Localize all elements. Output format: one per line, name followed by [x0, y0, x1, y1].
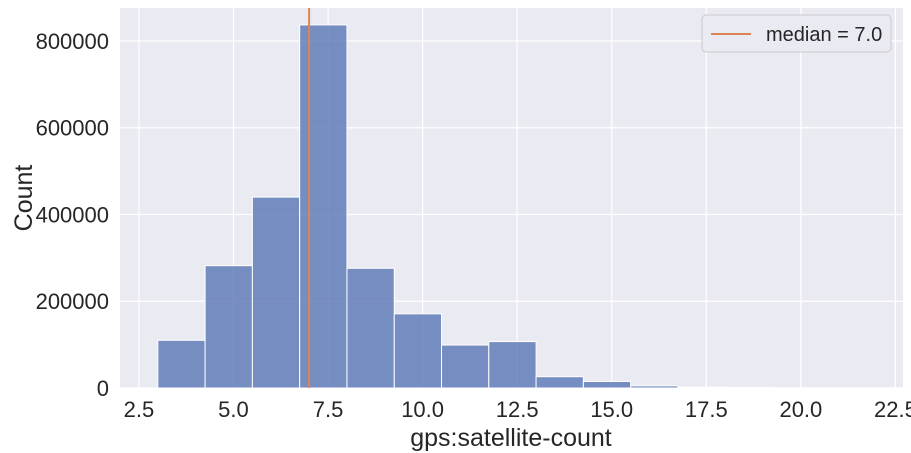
histogram-bar [441, 344, 490, 389]
histogram-bar [251, 196, 301, 389]
x-axis-label: gps:satellite-count [410, 424, 612, 452]
x-tick-label: 12.5 [496, 397, 539, 422]
histogram-bar [535, 376, 584, 389]
y-tick-label: 800000 [36, 29, 109, 54]
y-axis-label: Count [10, 165, 38, 232]
y-tick-label: 0 [97, 376, 109, 401]
histogram-bar [488, 341, 537, 389]
x-tick-label: 22.5 [874, 397, 911, 422]
histogram-bar [393, 313, 443, 389]
y-tick-label: 400000 [36, 202, 109, 227]
y-tick-label: 600000 [36, 116, 109, 141]
x-tick-label: 20.0 [779, 397, 822, 422]
histogram-bar [630, 385, 679, 389]
x-tick-label: 15.0 [590, 397, 633, 422]
x-tick-label: 5.0 [218, 397, 249, 422]
x-tick-label: 7.5 [313, 397, 344, 422]
x-tick-labels: 2.5 5.0 7.5 10.0 12.5 15.0 17.5 20.0 22.5 [124, 397, 911, 422]
histogram-bar [299, 24, 348, 389]
histogram-bar [204, 265, 253, 389]
x-tick-label: 10.0 [401, 397, 444, 422]
legend-label: median = 7.0 [766, 24, 882, 46]
legend: median = 7.0 [701, 14, 892, 53]
x-tick-label: 17.5 [685, 397, 728, 422]
y-tick-labels: 0 200000 400000 600000 800000 [36, 29, 109, 401]
x-tick-label: 2.5 [124, 397, 155, 422]
histogram-bar [677, 386, 726, 389]
legend-box [701, 14, 892, 53]
histogram-bar [157, 339, 206, 389]
histogram-bar [346, 267, 395, 389]
histogram-bars [157, 24, 911, 389]
histogram-bar [582, 380, 632, 389]
y-tick-label: 200000 [36, 289, 109, 314]
